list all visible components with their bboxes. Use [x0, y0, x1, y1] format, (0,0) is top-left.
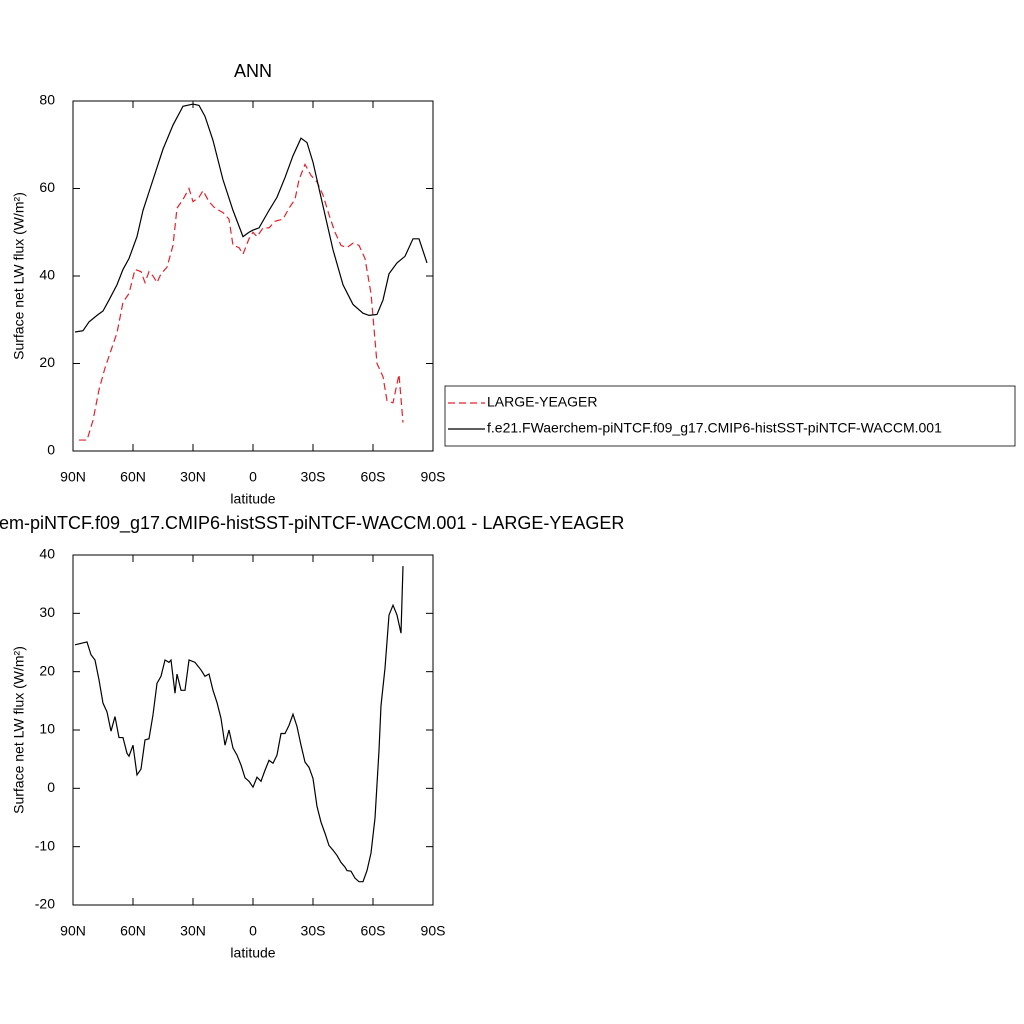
legend-box — [444, 385, 1016, 447]
legend-label: LARGE-YEAGER — [487, 394, 597, 410]
x-tick-label: 0 — [249, 923, 257, 939]
x-tick-label: 60S — [361, 469, 386, 485]
y-tick-label: -20 — [35, 896, 55, 912]
x-tick-label: 90S — [421, 469, 446, 485]
plot-frame — [72, 554, 434, 906]
data-line — [79, 163, 404, 441]
y-tick-label: 30 — [39, 604, 55, 620]
x-tick-label: 60N — [120, 923, 146, 939]
data-line — [74, 103, 428, 333]
y-axis-label: Surface net LW flux (W/m²) — [11, 646, 27, 814]
x-tick-label: 90N — [60, 923, 86, 939]
x-axis-label: latitude — [230, 491, 275, 507]
y-tick-label: 0 — [47, 442, 55, 458]
y-tick-label: 40 — [39, 267, 55, 283]
x-axis-label: latitude — [230, 945, 275, 961]
x-tick-label: 60S — [361, 923, 386, 939]
y-tick-label: 10 — [39, 721, 55, 737]
x-tick-label: 90S — [421, 923, 446, 939]
y-tick-label: 20 — [39, 662, 55, 678]
x-tick-label: 60N — [120, 469, 146, 485]
x-tick-label: 30S — [301, 923, 326, 939]
y-tick-label: 80 — [39, 92, 55, 108]
y-tick-label: 60 — [39, 179, 55, 195]
chart-title: f.e21.FWaerchem-piNTCF.f09_g17.CMIP6-his… — [0, 513, 624, 534]
x-tick-label: 30N — [180, 469, 206, 485]
y-tick-label: -10 — [35, 837, 55, 853]
chart-title: ANN — [234, 61, 272, 81]
y-tick-label: 20 — [39, 354, 55, 370]
x-tick-label: 0 — [249, 469, 257, 485]
x-tick-label: 90N — [60, 469, 86, 485]
plot-frame — [72, 100, 434, 452]
x-tick-label: 30S — [301, 469, 326, 485]
legend-label: f.e21.FWaerchem-piNTCF.f09_g17.CMIP6-his… — [487, 420, 942, 436]
x-tick-label: 30N — [180, 923, 206, 939]
y-tick-label: 40 — [39, 546, 55, 562]
y-tick-label: 0 — [47, 779, 55, 795]
data-line — [74, 566, 404, 883]
y-axis-label: Surface net LW flux (W/m²) — [11, 192, 27, 360]
